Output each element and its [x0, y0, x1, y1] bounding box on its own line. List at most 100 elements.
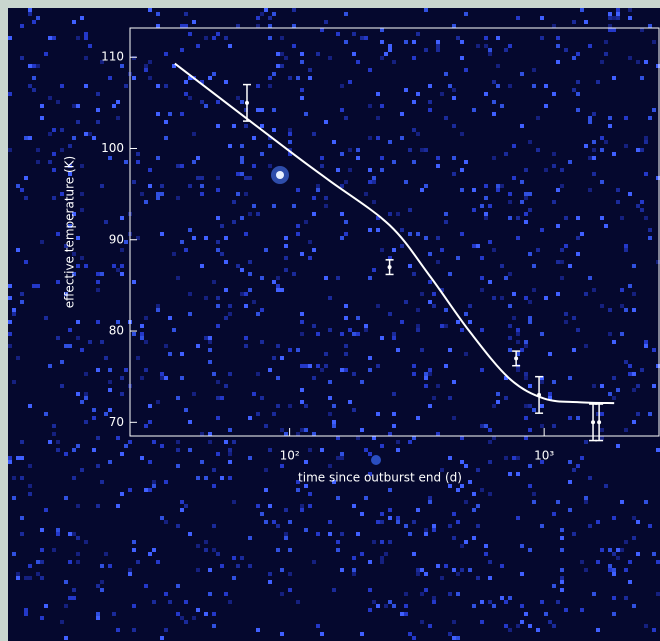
star — [404, 40, 408, 44]
star — [316, 532, 320, 536]
star — [180, 24, 184, 28]
star — [400, 320, 404, 324]
star — [452, 24, 456, 28]
star — [284, 532, 288, 536]
star — [296, 224, 300, 228]
star — [224, 236, 228, 240]
star — [96, 504, 100, 508]
star — [432, 304, 436, 308]
star — [216, 176, 220, 180]
star — [164, 52, 168, 56]
star — [344, 304, 348, 308]
star — [188, 448, 192, 452]
star — [160, 372, 164, 376]
star — [56, 336, 60, 340]
star — [64, 604, 68, 608]
star — [184, 92, 188, 96]
star — [276, 344, 280, 348]
star — [72, 448, 76, 452]
star — [352, 52, 356, 56]
star — [480, 276, 484, 280]
star — [52, 424, 56, 428]
star — [168, 316, 172, 320]
star — [520, 180, 524, 184]
star — [452, 172, 456, 176]
star — [224, 384, 228, 388]
star — [464, 12, 468, 16]
star — [480, 600, 484, 604]
star — [420, 292, 424, 296]
star — [116, 320, 120, 324]
star — [448, 348, 452, 352]
star — [524, 220, 528, 224]
star — [452, 536, 456, 540]
star — [580, 456, 584, 460]
star — [228, 452, 232, 456]
star — [628, 364, 632, 368]
star — [96, 368, 100, 372]
star — [32, 284, 36, 288]
star — [380, 40, 384, 44]
star — [72, 252, 76, 256]
star — [548, 396, 552, 400]
star — [240, 160, 244, 164]
star — [436, 260, 440, 264]
star — [80, 256, 84, 260]
star — [272, 412, 276, 416]
star — [380, 512, 384, 516]
star — [628, 8, 632, 12]
star — [32, 20, 36, 24]
star — [8, 456, 12, 460]
star — [592, 112, 596, 116]
star — [524, 192, 528, 196]
star — [460, 484, 464, 488]
star — [472, 244, 476, 248]
star — [372, 540, 376, 544]
star — [400, 112, 404, 116]
star — [484, 424, 488, 428]
star — [204, 104, 208, 108]
star — [304, 484, 308, 488]
star — [348, 148, 352, 152]
star — [388, 488, 392, 492]
star — [612, 552, 616, 556]
star — [12, 308, 16, 312]
star — [188, 96, 192, 100]
y-axis-label: effective temperature (K) — [63, 156, 77, 308]
star — [384, 52, 388, 56]
star — [624, 144, 628, 148]
star — [448, 272, 452, 276]
star — [288, 148, 292, 152]
star — [240, 144, 244, 148]
star — [576, 236, 580, 240]
star — [64, 496, 68, 500]
star — [608, 548, 612, 552]
star — [368, 104, 372, 108]
star — [440, 324, 444, 328]
star — [228, 460, 232, 464]
star — [396, 516, 400, 520]
star — [472, 208, 476, 212]
star — [636, 412, 640, 416]
star — [268, 504, 272, 508]
star — [656, 176, 660, 180]
star — [40, 548, 44, 552]
star — [412, 128, 416, 132]
star — [508, 336, 512, 340]
star — [460, 56, 464, 60]
star — [108, 76, 112, 80]
star — [68, 328, 72, 332]
star — [520, 544, 524, 548]
star — [524, 404, 528, 408]
star — [52, 168, 56, 172]
star — [368, 560, 372, 564]
star — [308, 76, 312, 80]
star — [360, 632, 364, 636]
star — [328, 520, 332, 524]
star — [436, 164, 440, 168]
star — [612, 572, 616, 576]
star — [416, 572, 420, 576]
star — [84, 392, 88, 396]
star — [72, 104, 76, 108]
star — [228, 304, 232, 308]
